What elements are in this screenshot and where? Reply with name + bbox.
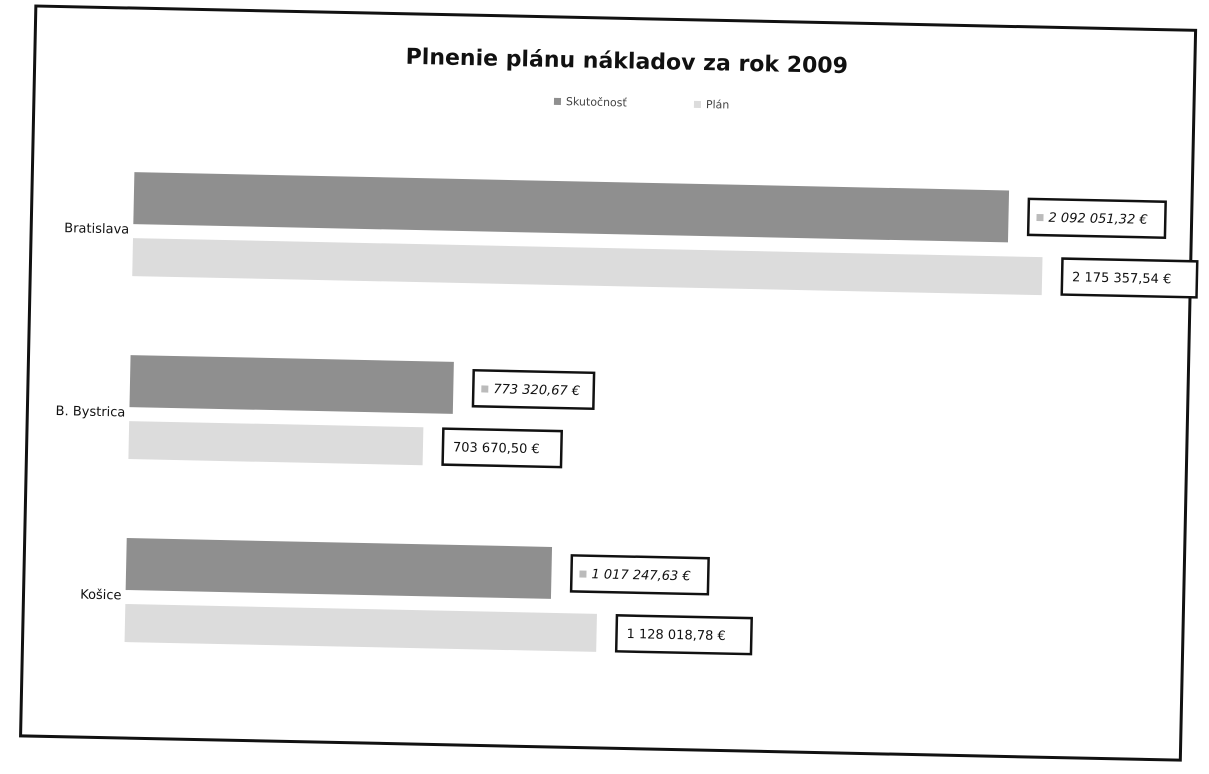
data-label-box <box>569 554 710 596</box>
legend-key <box>553 97 562 106</box>
data-label-box <box>1026 197 1167 239</box>
bar <box>132 238 1043 296</box>
data-label: 2 092 051,32 € <box>1048 211 1148 228</box>
data-label-box <box>614 614 753 656</box>
chart-border <box>19 4 1198 762</box>
y-tick-label: B. Bystrica <box>55 404 125 420</box>
data-label-key <box>1036 214 1044 222</box>
data-label: 1 128 018,78 € <box>626 627 726 644</box>
bar <box>129 355 454 414</box>
bar <box>128 421 424 466</box>
legend-label: Skutočnosť <box>566 95 628 109</box>
data-label-key <box>579 570 587 578</box>
data-label: 2 175 357,54 € <box>1072 270 1172 287</box>
chart-frame: Plnenie plánu nákladov za rok 2009 Skuto… <box>19 4 1199 762</box>
data-label-box <box>441 427 564 469</box>
bar <box>133 172 1010 243</box>
data-label: 1 017 247,63 € <box>591 567 691 584</box>
legend-label: Plán <box>706 98 730 111</box>
data-label: 773 320,67 € <box>493 382 580 399</box>
legend-key <box>693 100 702 108</box>
y-tick-label: Bratislava <box>64 221 129 237</box>
chart-title: Plnenie plánu nákladov za rok 2009 <box>405 45 848 79</box>
data-label-box <box>471 368 596 411</box>
data-label-key <box>481 385 489 393</box>
bar <box>125 538 553 599</box>
data-label: 703 670,50 € <box>453 440 540 457</box>
y-tick-label: Košice <box>80 588 122 604</box>
bar <box>124 604 597 652</box>
data-label-box <box>1060 257 1199 299</box>
